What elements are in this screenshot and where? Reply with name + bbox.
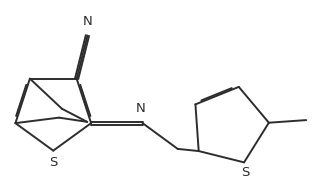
Text: S: S: [49, 156, 58, 169]
Text: N: N: [135, 102, 145, 115]
Text: S: S: [241, 166, 249, 179]
Text: N: N: [83, 15, 93, 28]
